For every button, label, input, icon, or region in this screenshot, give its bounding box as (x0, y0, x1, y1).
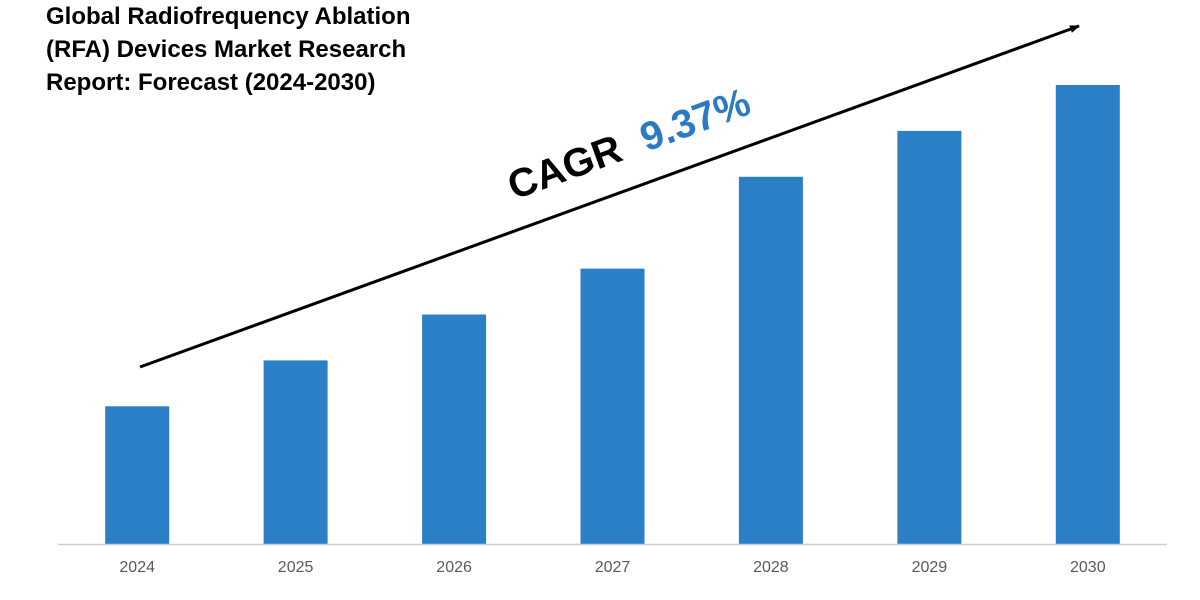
bar-2024 (105, 406, 170, 544)
bar-2027 (580, 268, 645, 544)
x-tick-labels: 2024 2025 2026 2027 2028 2029 2030 (119, 559, 1105, 576)
bar-2028 (738, 176, 803, 545)
bar-2026 (422, 314, 487, 544)
x-tick-label-2027: 2027 (595, 559, 631, 576)
x-tick-label-2024: 2024 (119, 559, 155, 576)
chart-title-line-3: Report: Forecast (2024-2030) (46, 69, 376, 96)
x-tick-label-2029: 2029 (912, 559, 948, 576)
x-tick-label-2030: 2030 (1070, 559, 1106, 576)
chart-title-line-1: Global Radiofrequency Ablation (46, 3, 411, 30)
bar-2025 (263, 360, 328, 544)
bar-2030 (1055, 85, 1120, 544)
bar-2029 (897, 130, 962, 544)
cagr-value: 9.37% (634, 80, 756, 160)
x-tick-label-2025: 2025 (278, 559, 314, 576)
chart-title-line-2: (RFA) Devices Market Research (46, 36, 407, 63)
x-tick-label-2028: 2028 (753, 559, 789, 576)
bars-layer (105, 85, 1120, 545)
trend-arrow (139, 24, 1080, 369)
chart-title: Global Radiofrequency Ablation (RFA) Dev… (46, 0, 466, 99)
x-tick-label-2026: 2026 (436, 559, 472, 576)
